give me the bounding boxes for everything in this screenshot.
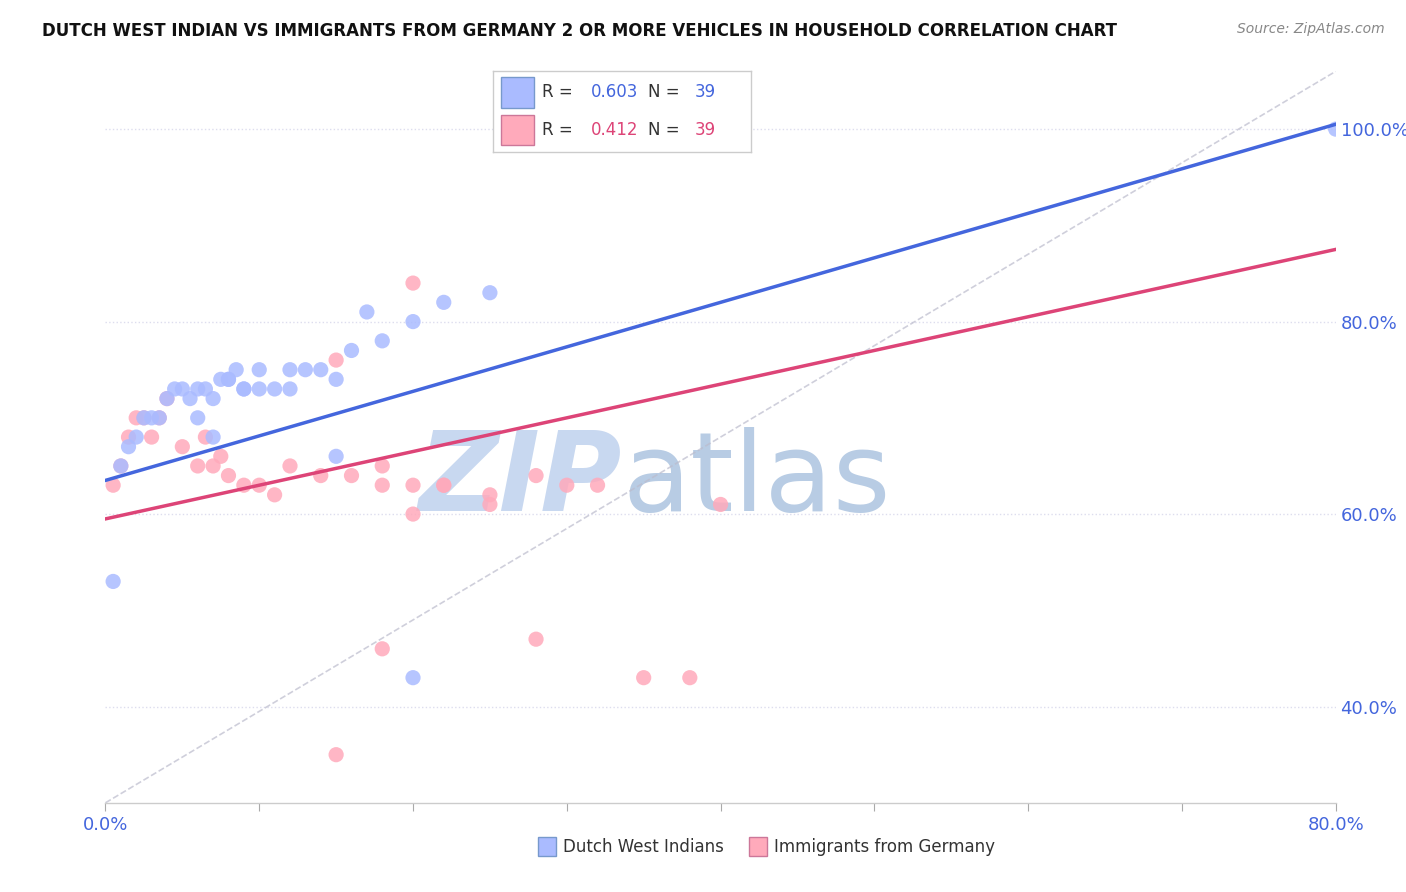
Point [218,468,240,483]
Point [371,334,394,348]
Point [356,305,378,319]
Point [294,362,316,376]
Point [232,478,254,492]
Point [141,430,163,444]
FancyBboxPatch shape [501,77,534,108]
Point [325,747,347,762]
Text: 0.603: 0.603 [591,83,638,102]
Point [278,382,301,396]
Text: N =: N = [648,83,685,102]
Text: 0.412: 0.412 [591,121,638,139]
Point [218,372,240,386]
Point [402,276,425,290]
Point [309,362,332,376]
Point [110,458,132,473]
Text: 39: 39 [695,83,716,102]
Point [156,392,179,406]
Point [325,353,347,368]
Text: DUTCH WEST INDIAN VS IMMIGRANTS FROM GERMANY 2 OR MORE VEHICLES IN HOUSEHOLD COR: DUTCH WEST INDIAN VS IMMIGRANTS FROM GER… [42,22,1118,40]
Point [125,430,148,444]
Point [209,450,232,464]
Point [679,671,702,685]
Point [117,430,139,444]
Point [209,372,232,386]
Point [524,468,547,483]
Point [172,382,194,396]
Point [524,632,547,647]
Point [101,478,124,492]
Point [141,410,163,425]
Point [202,458,225,473]
Point [247,382,270,396]
Point [710,498,733,512]
Point [110,458,132,473]
Point [202,392,225,406]
Point [371,641,394,656]
Text: atlas: atlas [621,427,890,534]
Point [163,382,186,396]
Point [278,362,301,376]
Point [202,430,225,444]
Point [125,410,148,425]
Point [325,450,347,464]
Point [402,315,425,329]
Point [187,458,209,473]
Point [340,468,363,483]
Point [1324,122,1347,136]
FancyBboxPatch shape [501,115,534,145]
Point [478,488,501,502]
Point [340,343,363,358]
Point [586,478,609,492]
Point [156,392,179,406]
Point [555,478,578,492]
Point [325,372,347,386]
Point [247,478,270,492]
Point [187,382,209,396]
Point [101,574,124,589]
Point [478,285,501,300]
Point [309,468,332,483]
Text: N =: N = [648,121,685,139]
Point [132,410,155,425]
Text: 39: 39 [695,121,716,139]
Text: Immigrants from Germany: Immigrants from Germany [773,838,995,855]
Point [117,440,139,454]
Point [194,430,217,444]
Point [371,478,394,492]
Point [433,478,456,492]
Point [433,295,456,310]
Point [187,410,209,425]
Point [402,671,425,685]
Text: R =: R = [543,121,578,139]
Point [148,410,170,425]
Point [433,478,456,492]
Point [633,671,655,685]
Point [179,392,201,406]
Point [402,507,425,521]
Point [278,458,301,473]
Text: Dutch West Indians: Dutch West Indians [562,838,724,855]
Text: ZIP: ZIP [419,427,621,534]
Point [371,458,394,473]
Point [218,372,240,386]
Text: Source: ZipAtlas.com: Source: ZipAtlas.com [1237,22,1385,37]
Point [194,382,217,396]
Point [478,498,501,512]
Point [225,362,247,376]
Text: R =: R = [543,83,578,102]
Point [232,382,254,396]
Point [247,362,270,376]
Point [263,382,285,396]
Point [232,382,254,396]
Point [148,410,170,425]
Point [132,410,155,425]
Point [402,478,425,492]
Point [263,488,285,502]
Point [172,440,194,454]
